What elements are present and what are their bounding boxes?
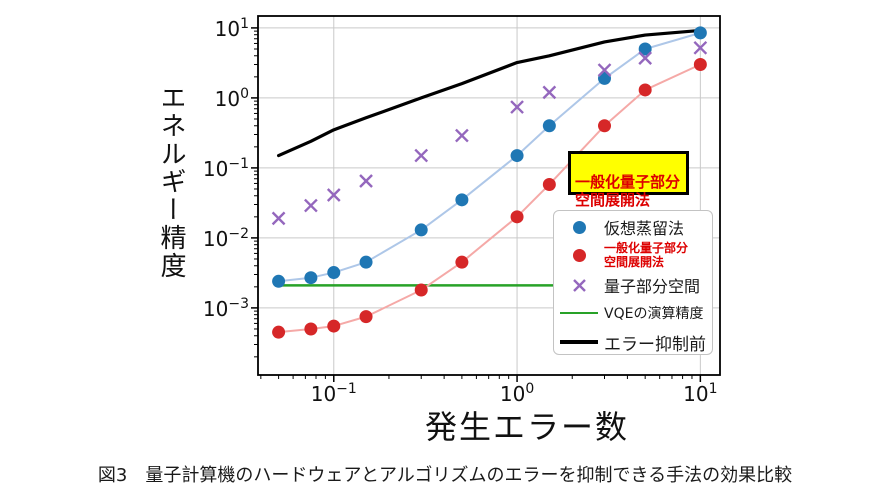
circle-marker-icon: [554, 220, 604, 234]
tick-label: 10−1: [203, 156, 249, 181]
series-virtual-distillation: [272, 26, 707, 288]
legend-label: 仮想蒸留法: [604, 219, 685, 238]
legend: 仮想蒸留法 一般化量子部分 空間展開法 量子部分空間 VQEの演算精度 エラー抑…: [553, 210, 713, 355]
tick-label: 101: [215, 16, 249, 41]
legend-label: 量子部分空間: [604, 277, 701, 296]
chart-svg: 10−1 100 101 101 100 10−1 10−2 10−3: [203, 15, 721, 406]
line-swatch-icon: [554, 311, 604, 315]
tick-label: 100: [500, 381, 534, 406]
tick-label: 101: [683, 381, 717, 406]
series-before-error-suppression: [276, 28, 702, 158]
legend-item-generalized-subspace: 一般化量子部分 空間展開法: [554, 239, 712, 271]
legend-label: VQEの演算精度: [604, 306, 704, 322]
annotation-text: 一般化量子部分 空間展開法: [575, 173, 681, 209]
x-marker-icon: [554, 278, 604, 293]
figure-caption: 図3 量子計算機のハードウェアとアルゴリズムのエラーを抑制できる手法の効果比較: [97, 465, 793, 486]
tick-label: 10−2: [203, 226, 249, 251]
legend-item-virtual-distillation: 仮想蒸留法: [554, 215, 712, 239]
circle-marker-icon: [554, 248, 604, 262]
legend-item-before-error-suppression: エラー抑制前: [554, 327, 712, 357]
tick-label: 100: [215, 86, 249, 111]
x-axis-label: 発生エラー数: [424, 408, 630, 446]
legend-item-vqe-precision: VQEの演算精度: [554, 299, 712, 327]
series-generalized-quantum-subspace-expansion: [272, 58, 707, 339]
y-axis-label: エネルギー精度: [156, 84, 186, 280]
annotation-box: 一般化量子部分 空間展開法: [568, 151, 689, 209]
legend-item-quantum-subspace: 量子部分空間: [554, 271, 712, 299]
series-quantum-subspace: [271, 40, 708, 226]
tick-label: 10−1: [311, 381, 357, 406]
tick-label: 10−3: [203, 296, 249, 321]
legend-label: エラー抑制前: [604, 334, 706, 355]
axis-ticks: [251, 27, 702, 382]
legend-label: 一般化量子部分 空間展開法: [604, 241, 689, 269]
line-swatch-icon: [554, 340, 604, 344]
gridlines: [258, 16, 720, 375]
